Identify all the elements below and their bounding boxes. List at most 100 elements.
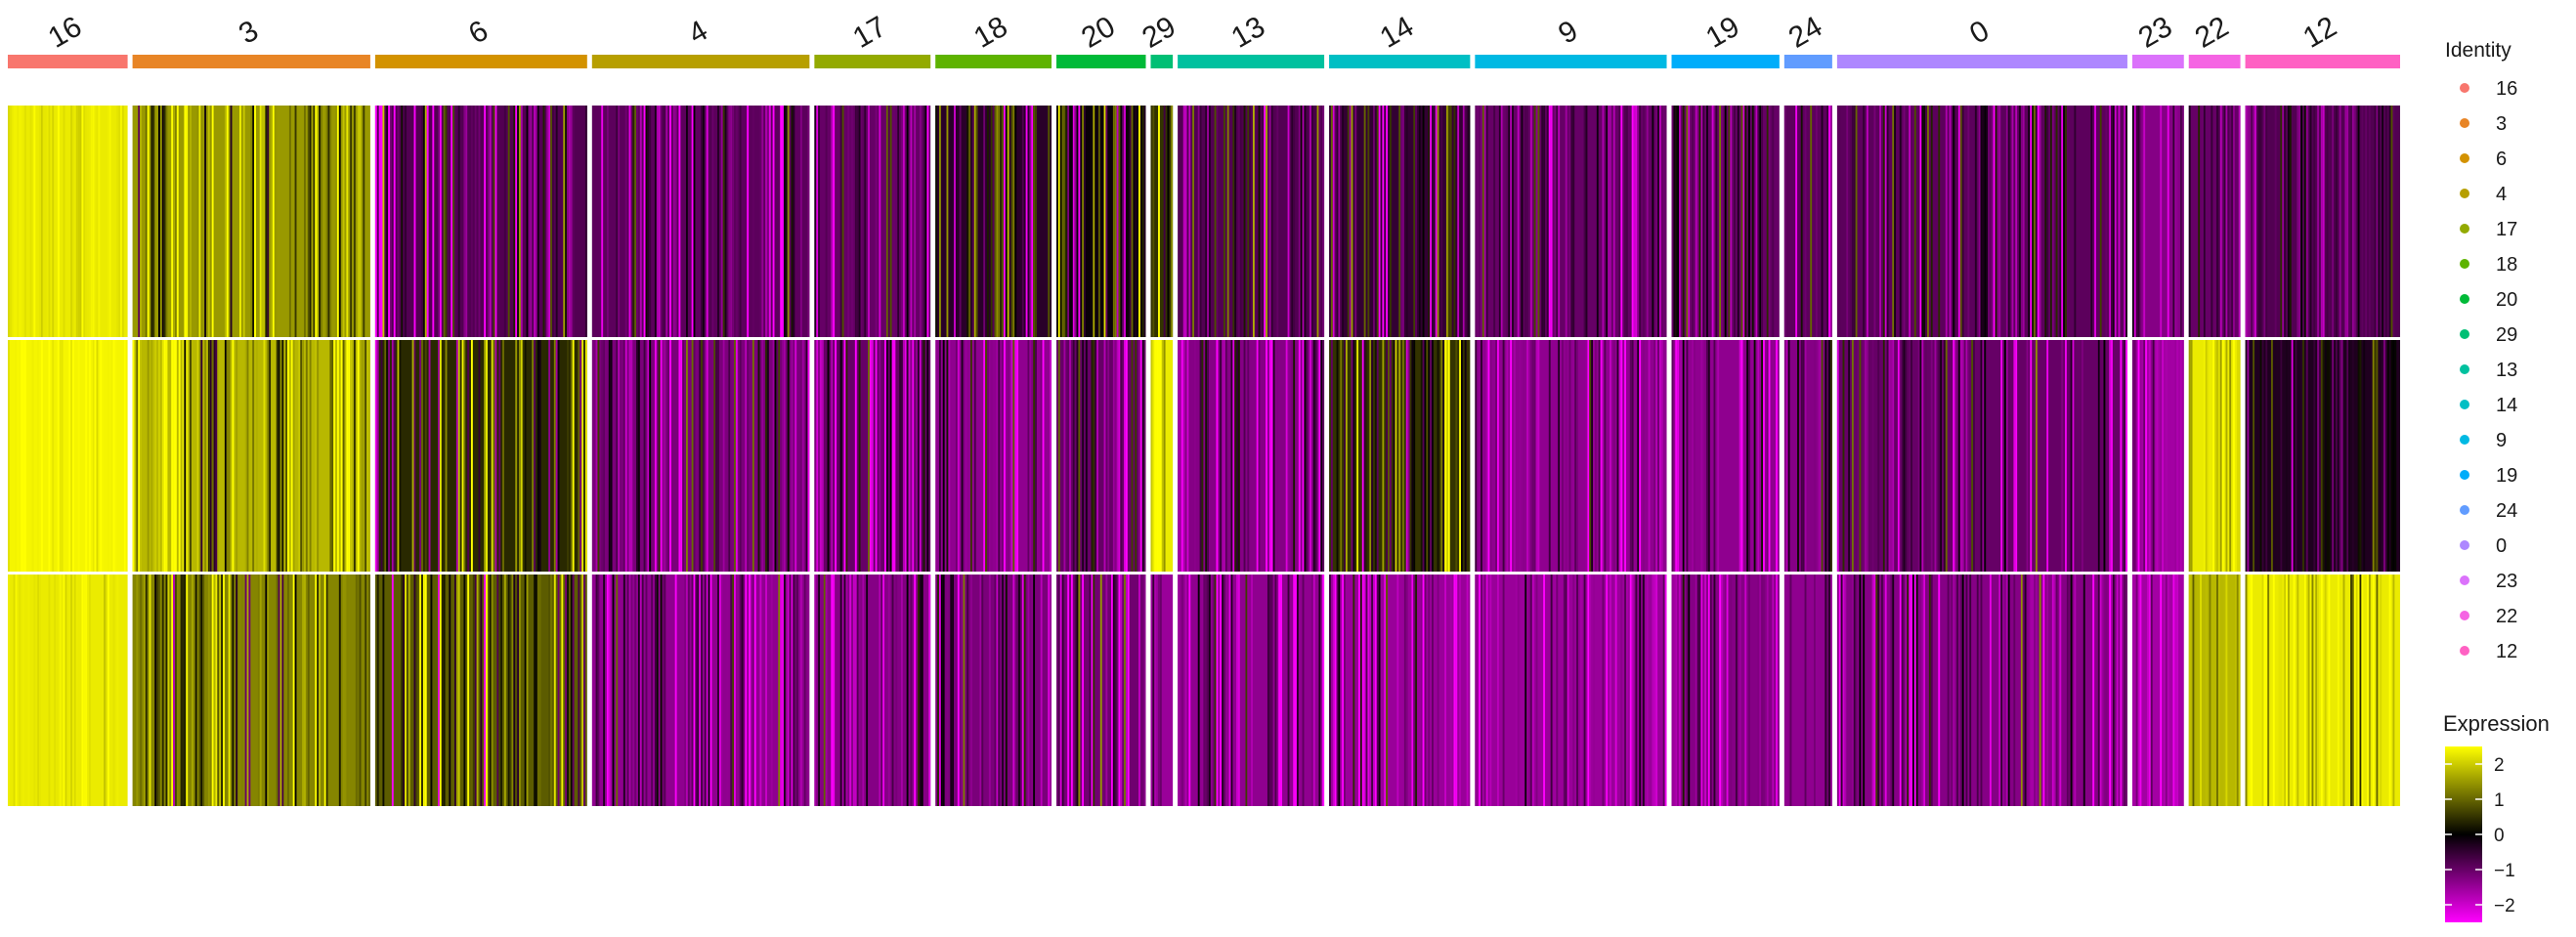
heat-cell <box>2384 340 2387 572</box>
heat-cell <box>250 106 253 337</box>
heat-cell <box>1517 575 1520 806</box>
heat-cell <box>1828 106 1830 337</box>
heat-cell <box>2101 575 2104 806</box>
heat-cell <box>236 575 238 806</box>
heat-cell <box>2125 575 2127 806</box>
heat-cell <box>2320 340 2323 572</box>
heat-cell <box>470 106 473 337</box>
heat-cell <box>219 575 222 806</box>
heat-cell <box>503 575 506 806</box>
heat-cell <box>305 340 308 572</box>
heat-cell <box>1455 340 1458 572</box>
heat-cell <box>454 575 456 806</box>
heat-cell <box>538 106 541 337</box>
heat-cell <box>70 575 73 806</box>
heat-cell <box>1270 106 1273 337</box>
heat-cell <box>278 575 280 806</box>
heat-cell <box>186 340 189 572</box>
heat-cell <box>1909 106 1911 337</box>
heat-cell <box>950 575 953 806</box>
heat-cell <box>1828 575 1830 806</box>
heat-cell <box>2034 340 2036 572</box>
heat-cell <box>1577 575 1580 806</box>
heat-cell <box>537 106 539 337</box>
heat-block-20-r1 <box>1056 340 1146 572</box>
heat-cell <box>75 106 78 337</box>
heat-cell <box>973 106 976 337</box>
heat-cell <box>1678 575 1681 806</box>
heat-cell <box>1523 106 1525 337</box>
heat-cell <box>178 340 181 572</box>
heat-cell <box>987 106 989 337</box>
heat-cell <box>2179 106 2182 337</box>
heat-cell <box>1386 340 1389 572</box>
heat-cell <box>2003 340 2006 572</box>
heat-cell <box>783 575 786 806</box>
heat-cell <box>2026 340 2029 572</box>
heat-cell <box>1099 575 1102 806</box>
heat-cell <box>1757 340 1760 572</box>
heat-cell <box>2374 106 2377 337</box>
heat-cell <box>1112 575 1115 806</box>
heat-cell <box>2120 575 2123 806</box>
heat-cell <box>2099 340 2102 572</box>
heat-cell <box>550 106 552 337</box>
heat-cell <box>2145 340 2148 572</box>
heat-cell <box>171 575 174 806</box>
heat-cell <box>864 575 867 806</box>
heat-cell <box>2361 575 2364 806</box>
heat-cell <box>21 340 23 572</box>
heat-cell <box>1354 106 1357 337</box>
heat-cell <box>1626 575 1628 806</box>
heat-cell <box>948 340 951 572</box>
heat-cell <box>1005 575 1008 806</box>
heat-cell <box>553 575 556 806</box>
heat-cell <box>1761 575 1764 806</box>
heat-cell <box>1314 340 1317 572</box>
heat-cell <box>921 575 923 806</box>
heat-cell <box>524 575 527 806</box>
heat-cell <box>22 340 24 572</box>
heat-cell <box>1318 575 1321 806</box>
heat-cell <box>1897 340 1900 572</box>
heat-cell <box>634 106 637 337</box>
heat-cell <box>140 106 143 337</box>
heat-cell <box>782 340 784 572</box>
heat-cell <box>1178 575 1180 806</box>
heat-cell <box>946 340 949 572</box>
heat-block-24-r0 <box>1783 106 1832 337</box>
heat-cell <box>1459 575 1461 806</box>
heat-cell <box>190 106 192 337</box>
heat-cell <box>1074 575 1077 806</box>
heat-cell <box>542 106 545 337</box>
heat-cell <box>1945 340 1948 572</box>
heat-cell <box>893 340 896 572</box>
heat-cell <box>1420 106 1423 337</box>
heat-cell <box>685 575 688 806</box>
heat-cell <box>1568 340 1571 572</box>
heat-cell <box>1993 106 1996 337</box>
heat-cell <box>388 106 390 337</box>
heat-cell <box>1572 340 1575 572</box>
heat-cell <box>537 340 539 572</box>
heat-cell <box>470 340 473 572</box>
heat-cell <box>211 575 214 806</box>
heat-cell <box>1445 340 1448 572</box>
heat-cell <box>1293 575 1296 806</box>
heat-cell <box>616 575 619 806</box>
heat-cell <box>2137 106 2140 337</box>
heat-cell <box>114 340 117 572</box>
heat-cell <box>1921 106 1924 337</box>
heat-cell <box>1925 340 1928 572</box>
heat-cell <box>1934 340 1937 572</box>
heat-cell <box>814 575 817 806</box>
heat-cell <box>1388 340 1390 572</box>
heat-cell <box>987 340 989 572</box>
heat-cell <box>1593 340 1595 572</box>
cluster-bar-29 <box>1150 55 1174 68</box>
heat-cell <box>184 340 187 572</box>
heat-cell <box>1652 575 1654 806</box>
heat-cell <box>639 575 642 806</box>
heat-cell <box>1853 575 1856 806</box>
heat-cell <box>739 340 742 572</box>
